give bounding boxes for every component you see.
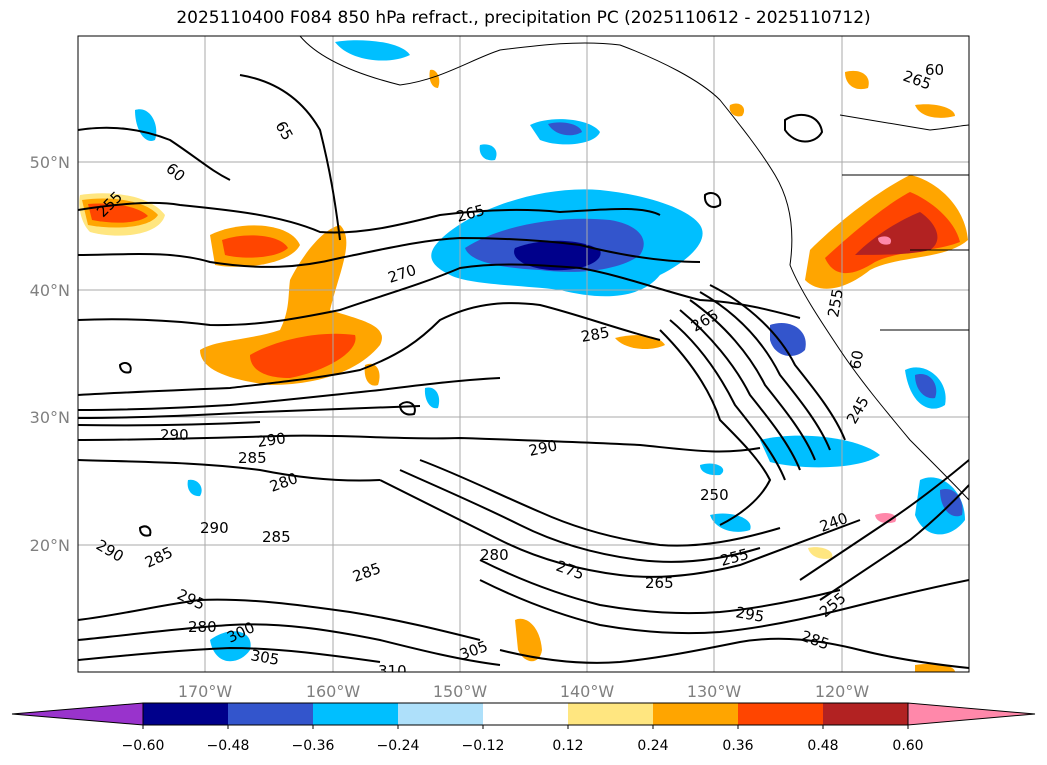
colorbar: −0.60 −0.48 −0.36 −0.24 −0.12 0.12 0.24 0.36 0.4…	[11, 702, 1036, 754]
negative-anomaly-region	[770, 322, 806, 356]
positive-anomaly-region	[222, 235, 288, 258]
contour-lines	[78, 74, 969, 669]
colorbar-segment	[313, 703, 398, 725]
negative-anomaly-region	[210, 631, 251, 662]
contour-label: 285	[262, 528, 291, 546]
positive-anomaly-region	[729, 103, 745, 117]
contour-label: 290	[160, 426, 189, 444]
gridlines	[78, 36, 969, 672]
negative-anomaly-region	[700, 463, 724, 476]
negative-anomaly-region	[548, 122, 582, 136]
lat-label: 40°N	[30, 281, 70, 300]
colorbar-segment	[483, 703, 568, 725]
colorbar-tick-label: −0.36	[292, 738, 335, 754]
negative-anomaly-region	[514, 240, 601, 271]
positive-anomaly-region	[878, 236, 892, 245]
negative-anomaly-region	[479, 144, 497, 161]
colorbar-segment	[228, 703, 313, 725]
colorbar-segment	[738, 703, 823, 725]
map-title: 2025110400 F084 850 hPa refract., precip…	[176, 8, 871, 28]
colorbar-extend-low	[11, 702, 144, 726]
contour-label: 285	[238, 449, 267, 467]
contour-label: 250	[700, 486, 729, 504]
negative-anomaly-region	[710, 513, 751, 532]
positive-anomaly-region	[429, 69, 440, 88]
contour-label: 280	[480, 546, 509, 564]
colorbar-segment	[398, 703, 483, 725]
colorbar-extend-high	[907, 702, 1036, 726]
contour-labels: 265 270 285 290 290 285 290 280 290 285 …	[93, 61, 944, 680]
contour-label: 60	[846, 349, 867, 371]
positive-anomaly-region	[250, 333, 356, 378]
colorbar-tick-label: −0.12	[462, 738, 505, 754]
positive-anomaly-region	[915, 104, 955, 118]
colorbar-frame	[142, 702, 909, 726]
colorbar-tick-label: 0.24	[637, 738, 668, 754]
contour-label: 310	[378, 662, 407, 680]
contour-label: 290	[256, 429, 287, 451]
lon-label: 120°W	[815, 682, 870, 701]
lon-label: 170°W	[178, 682, 233, 701]
contour-label: 285	[580, 323, 611, 346]
lat-label: 50°N	[30, 153, 70, 172]
colorbar-tick-label: −0.60	[122, 738, 165, 754]
contour-label: 255	[824, 287, 847, 318]
colorbar-tick-label: 0.12	[552, 738, 583, 754]
positive-anomaly-region	[855, 212, 938, 255]
lon-label: 130°W	[687, 682, 742, 701]
contour-label: 60	[925, 61, 944, 79]
lat-label: 20°N	[30, 536, 70, 555]
coastlines	[299, 36, 969, 501]
negative-anomaly-region	[187, 479, 202, 497]
colorbar-tick-label: 0.36	[722, 738, 753, 754]
colorbar-segment	[823, 703, 908, 725]
positive-anomaly-region	[845, 70, 869, 90]
contour-label: 280	[188, 618, 217, 636]
contour-label: 290	[200, 519, 229, 537]
negative-anomaly-region	[915, 374, 937, 399]
lat-label: 30°N	[30, 408, 70, 427]
contour-label: 295	[734, 603, 765, 626]
contour-label: 305	[249, 646, 280, 669]
positive-anomaly-region	[88, 203, 148, 223]
colorbar-tick-label: −0.24	[377, 738, 420, 754]
colorbar-tick-label: −0.48	[207, 738, 250, 754]
positive-anomaly-region	[515, 618, 542, 662]
positive-anomaly-region	[364, 363, 380, 386]
colorbar-segment	[653, 703, 738, 725]
negative-anomaly-region	[760, 435, 880, 468]
positive-anomaly-region	[808, 547, 833, 559]
lon-label: 140°W	[560, 682, 615, 701]
colorbar-tick-label: 0.60	[892, 738, 923, 754]
lon-label: 150°W	[433, 682, 488, 701]
contour-label: 265	[645, 574, 674, 592]
colorbar-tick-label: 0.48	[807, 738, 838, 754]
negative-anomaly-region	[424, 387, 440, 409]
latitude-labels: 50°N 40°N 30°N 20°N	[30, 153, 70, 555]
lon-label: 160°W	[306, 682, 361, 701]
longitude-labels: 170°W 160°W 150°W 140°W 130°W 120°W	[178, 682, 870, 701]
contour-label: 290	[527, 436, 559, 460]
colorbar-segment	[143, 703, 228, 725]
negative-anomaly-region	[335, 40, 410, 61]
shading-layer	[79, 40, 968, 672]
plot-frame	[77, 35, 970, 673]
colorbar-segment	[568, 703, 653, 725]
